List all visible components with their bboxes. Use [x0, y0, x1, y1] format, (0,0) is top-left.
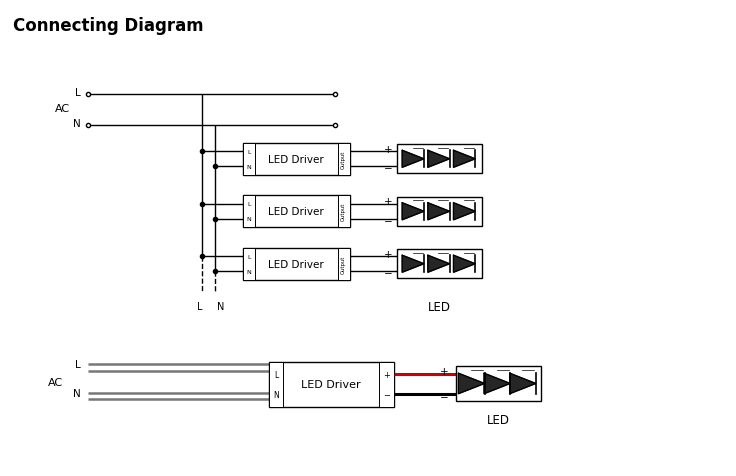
- Bar: [243, 196, 350, 228]
- Text: +: +: [384, 249, 393, 259]
- Text: −: −: [440, 392, 449, 402]
- Text: +: +: [384, 145, 393, 155]
- Text: N: N: [73, 388, 81, 398]
- Polygon shape: [402, 256, 424, 273]
- Polygon shape: [453, 203, 475, 220]
- Bar: [397, 145, 482, 174]
- Bar: [456, 367, 541, 401]
- Text: −: −: [383, 390, 390, 399]
- Polygon shape: [453, 151, 475, 168]
- Text: Output: Output: [342, 150, 346, 169]
- Text: L: L: [197, 301, 203, 311]
- Text: L: L: [247, 254, 250, 259]
- Text: LED Driver: LED Driver: [269, 155, 324, 164]
- Bar: [397, 250, 482, 278]
- Bar: [243, 248, 350, 280]
- Polygon shape: [453, 256, 475, 273]
- Polygon shape: [484, 373, 510, 394]
- Bar: [269, 362, 283, 407]
- Polygon shape: [428, 256, 450, 273]
- Text: N: N: [73, 119, 81, 128]
- Polygon shape: [402, 203, 424, 220]
- Text: N: N: [217, 301, 224, 311]
- Polygon shape: [459, 373, 484, 394]
- Text: N: N: [273, 390, 279, 399]
- Text: LED: LED: [428, 301, 451, 314]
- Text: Output: Output: [342, 255, 346, 273]
- Bar: [243, 196, 255, 228]
- Bar: [338, 196, 350, 228]
- Bar: [243, 248, 255, 280]
- Bar: [338, 143, 350, 176]
- Bar: [338, 248, 350, 280]
- Text: −: −: [384, 268, 393, 278]
- Text: +: +: [440, 366, 449, 376]
- Text: L: L: [75, 88, 81, 97]
- Bar: [243, 143, 350, 176]
- Text: −: −: [384, 216, 393, 226]
- Text: N: N: [247, 217, 251, 222]
- Text: L: L: [75, 360, 81, 369]
- Text: LED Driver: LED Driver: [301, 379, 361, 389]
- Bar: [269, 362, 394, 407]
- Polygon shape: [509, 373, 536, 394]
- Text: N: N: [247, 269, 251, 274]
- Text: L: L: [274, 370, 278, 379]
- Text: Connecting Diagram: Connecting Diagram: [13, 17, 204, 35]
- Text: L: L: [247, 149, 250, 155]
- Text: +: +: [383, 370, 390, 379]
- Bar: [379, 362, 394, 407]
- Text: N: N: [247, 164, 251, 169]
- Text: LED Driver: LED Driver: [269, 259, 324, 269]
- Bar: [397, 198, 482, 226]
- Text: −: −: [384, 164, 393, 174]
- Polygon shape: [428, 151, 450, 168]
- Polygon shape: [428, 203, 450, 220]
- Text: L: L: [247, 202, 250, 207]
- Text: LED: LED: [487, 413, 510, 426]
- Text: AC: AC: [48, 377, 63, 387]
- Text: AC: AC: [55, 104, 70, 114]
- Text: LED Driver: LED Driver: [269, 207, 324, 217]
- Polygon shape: [402, 151, 424, 168]
- Bar: [243, 143, 255, 176]
- Text: Output: Output: [342, 203, 346, 221]
- Text: +: +: [384, 197, 393, 207]
